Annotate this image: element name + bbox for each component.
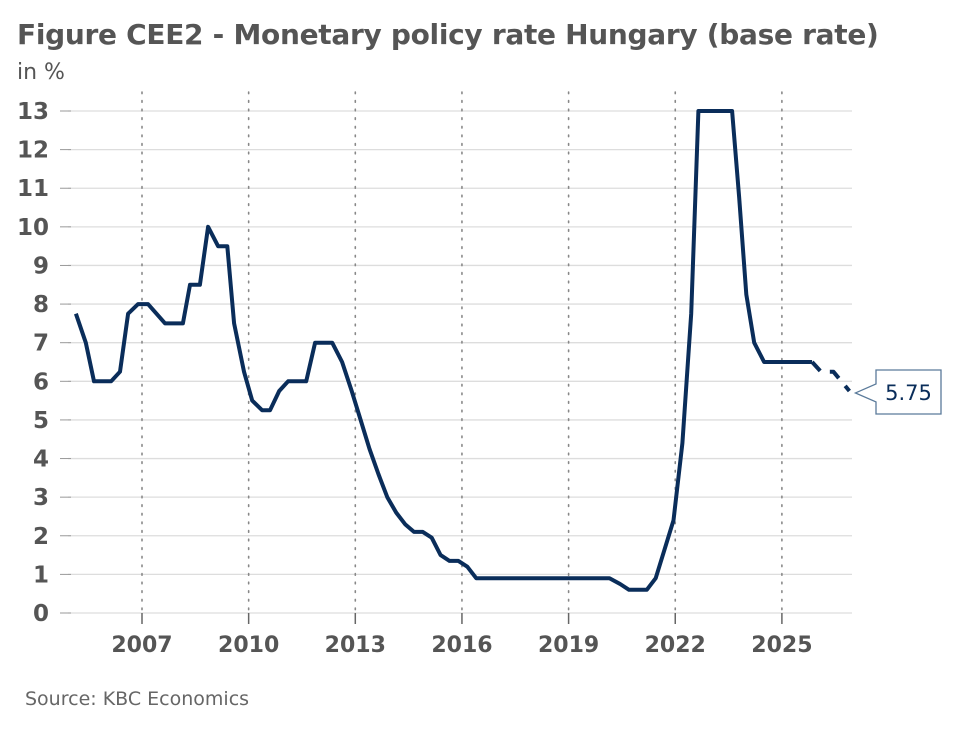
y-tick-label: 10 [17, 215, 49, 241]
y-tick-label: 11 [17, 176, 49, 202]
horizontal-gridlines [68, 110, 852, 614]
y-tick-label: 8 [33, 292, 49, 318]
y-tick-label: 2 [33, 524, 49, 550]
x-tick-label: 2010 [218, 633, 279, 658]
y-tick-label: 6 [33, 369, 49, 395]
x-tick-label: 2016 [431, 633, 492, 658]
x-tick-label: 2013 [325, 633, 386, 658]
x-tick-label: 2025 [751, 633, 812, 658]
x-tick-label: 2019 [538, 633, 599, 658]
actual-line [74, 109, 813, 592]
source-note: Source: KBC Economics [25, 688, 250, 710]
callout-label: 5.75 [885, 381, 932, 405]
x-axis: 2007 2010 2013 2016 2019 2022 2025 [111, 613, 813, 658]
vertical-gridlines [141, 91, 783, 614]
y-tick-label: 12 [17, 138, 49, 164]
y-tick-label: 5 [33, 408, 49, 434]
y-tick-label: 4 [33, 447, 49, 473]
annotation-group: 5.75 [853, 369, 942, 415]
y-tick-label: 0 [33, 601, 49, 627]
y-tick-label: 3 [33, 485, 49, 511]
series-group [74, 109, 851, 592]
y-tick-label: 13 [17, 99, 49, 125]
x-tick-label: 2022 [645, 633, 706, 658]
forecast-line [810, 360, 851, 393]
y-tick-label: 9 [33, 253, 49, 279]
chart-subtitle: in % [17, 60, 65, 85]
x-tick-label: 2007 [111, 633, 172, 658]
chart-title: Figure CEE2 - Monetary policy rate Hunga… [17, 18, 879, 51]
value-callout [853, 369, 942, 415]
y-tick-label: 1 [33, 562, 49, 588]
y-tick-label: 7 [33, 331, 49, 357]
